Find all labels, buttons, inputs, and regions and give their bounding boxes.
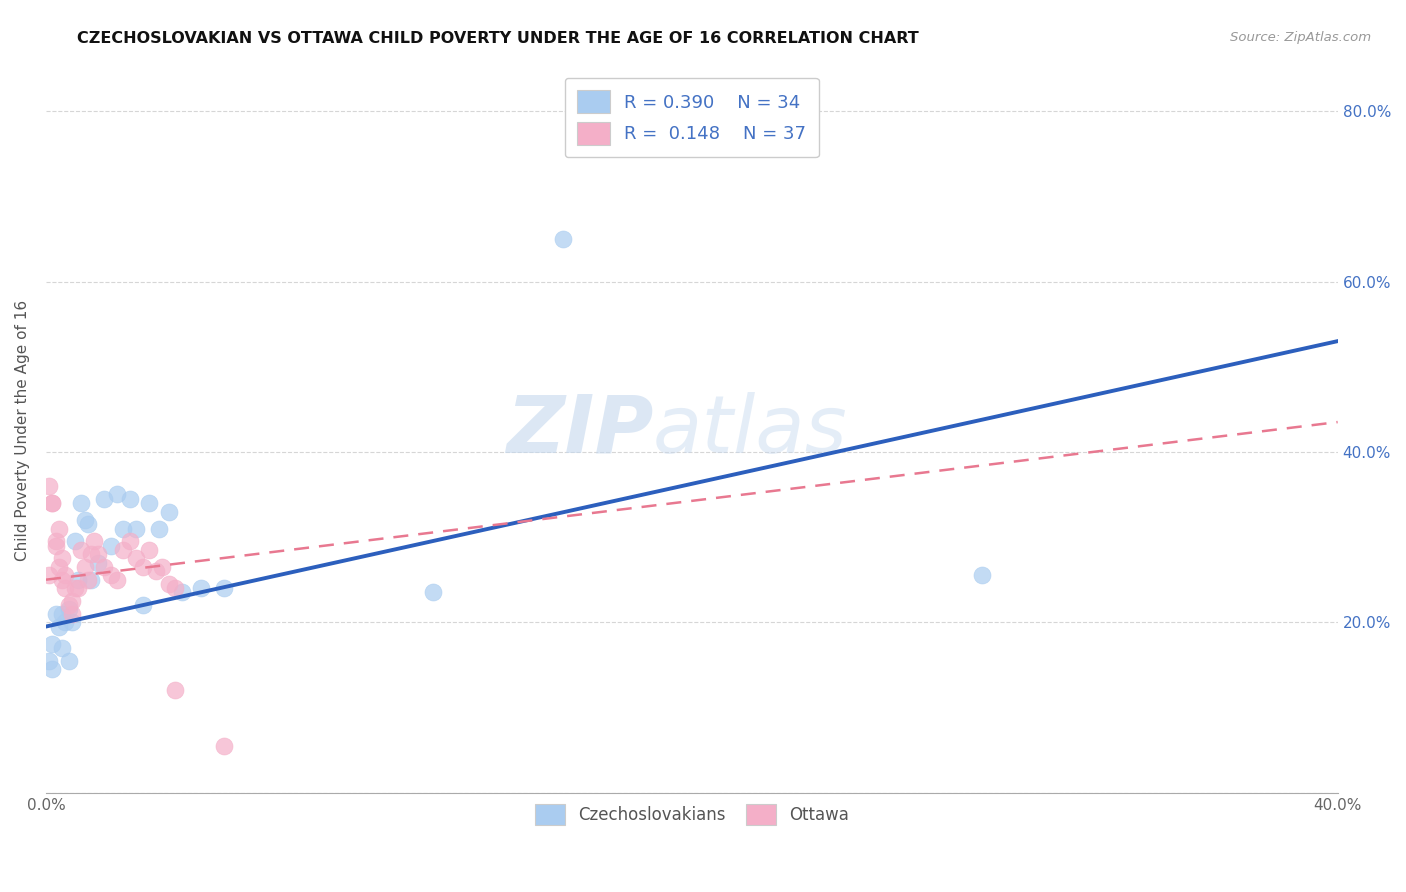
Point bbox=[125, 551, 148, 566]
Point bbox=[67, 573, 90, 587]
Point bbox=[100, 568, 122, 582]
Point bbox=[73, 513, 96, 527]
Point bbox=[73, 560, 96, 574]
Point bbox=[212, 739, 235, 753]
Point bbox=[63, 534, 86, 549]
Point bbox=[100, 539, 122, 553]
Point bbox=[86, 556, 108, 570]
Point bbox=[93, 560, 115, 574]
Point bbox=[93, 491, 115, 506]
Text: CZECHOSLOVAKIAN VS OTTAWA CHILD POVERTY UNDER THE AGE OF 16 CORRELATION CHART: CZECHOSLOVAKIAN VS OTTAWA CHILD POVERTY … bbox=[77, 31, 920, 46]
Point bbox=[53, 581, 76, 595]
Point bbox=[148, 522, 170, 536]
Point bbox=[972, 568, 994, 582]
Point bbox=[165, 581, 187, 595]
Point bbox=[51, 640, 73, 655]
Point bbox=[551, 232, 574, 246]
Point bbox=[51, 573, 73, 587]
Text: atlas: atlas bbox=[652, 392, 848, 469]
Point bbox=[118, 491, 141, 506]
Point bbox=[112, 522, 135, 536]
Point bbox=[38, 654, 60, 668]
Point bbox=[83, 534, 105, 549]
Point bbox=[38, 479, 60, 493]
Point bbox=[48, 522, 70, 536]
Text: Source: ZipAtlas.com: Source: ZipAtlas.com bbox=[1230, 31, 1371, 45]
Point bbox=[170, 585, 193, 599]
Point bbox=[157, 577, 180, 591]
Point bbox=[157, 504, 180, 518]
Point bbox=[51, 551, 73, 566]
Point bbox=[58, 654, 80, 668]
Point bbox=[60, 594, 83, 608]
Point bbox=[165, 683, 187, 698]
Point bbox=[60, 615, 83, 630]
Point bbox=[112, 542, 135, 557]
Point bbox=[190, 581, 212, 595]
Point bbox=[38, 568, 60, 582]
Point bbox=[132, 599, 155, 613]
Point bbox=[150, 560, 173, 574]
Point bbox=[45, 539, 67, 553]
Point bbox=[41, 496, 63, 510]
Point bbox=[77, 573, 100, 587]
Point bbox=[41, 496, 63, 510]
Point bbox=[45, 534, 67, 549]
Point bbox=[53, 568, 76, 582]
Point bbox=[138, 542, 160, 557]
Point bbox=[45, 607, 67, 621]
Point bbox=[77, 517, 100, 532]
Point bbox=[58, 602, 80, 616]
Point bbox=[212, 581, 235, 595]
Point bbox=[80, 573, 103, 587]
Legend: Czechoslovakians, Ottawa: Czechoslovakians, Ottawa bbox=[524, 794, 859, 835]
Point bbox=[80, 547, 103, 561]
Point bbox=[48, 560, 70, 574]
Point bbox=[105, 487, 128, 501]
Point bbox=[58, 599, 80, 613]
Point bbox=[41, 636, 63, 650]
Point bbox=[145, 564, 167, 578]
Point bbox=[60, 607, 83, 621]
Point bbox=[125, 522, 148, 536]
Point bbox=[70, 542, 93, 557]
Point bbox=[138, 496, 160, 510]
Y-axis label: Child Poverty Under the Age of 16: Child Poverty Under the Age of 16 bbox=[15, 300, 30, 561]
Point bbox=[67, 581, 90, 595]
Point bbox=[86, 547, 108, 561]
Point bbox=[41, 662, 63, 676]
Point bbox=[422, 585, 444, 599]
Text: ZIP: ZIP bbox=[506, 392, 652, 469]
Point bbox=[51, 607, 73, 621]
Point bbox=[63, 581, 86, 595]
Point bbox=[105, 573, 128, 587]
Point bbox=[53, 615, 76, 630]
Point bbox=[118, 534, 141, 549]
Point bbox=[48, 619, 70, 633]
Point bbox=[70, 496, 93, 510]
Point bbox=[132, 560, 155, 574]
